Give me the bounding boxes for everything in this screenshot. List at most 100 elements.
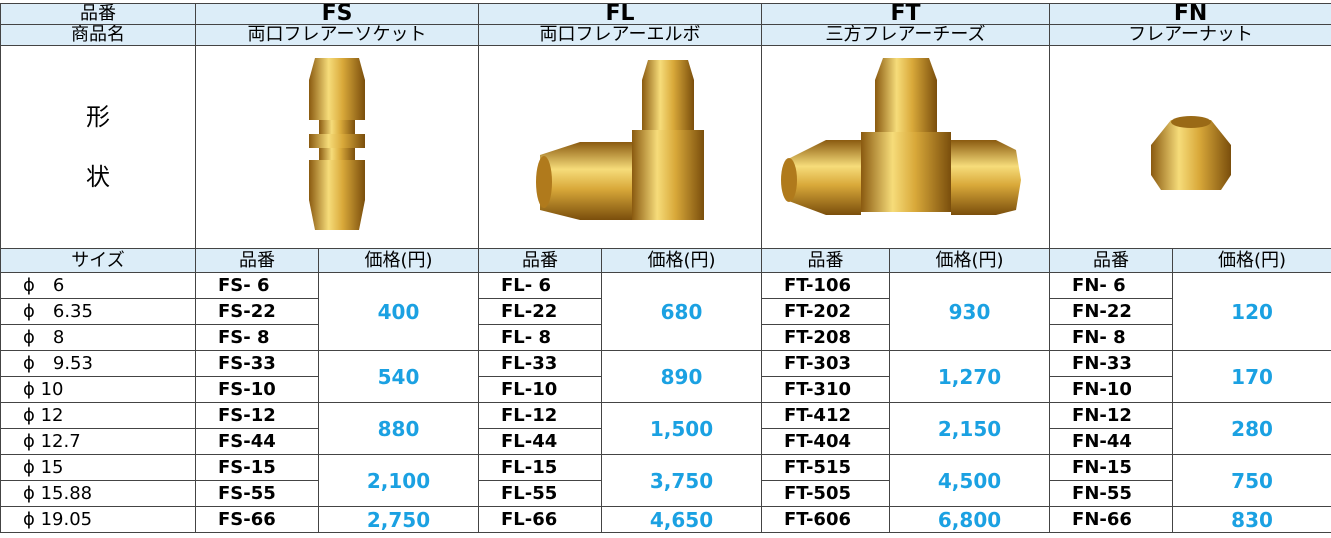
- part-number: FL- 8: [478, 324, 602, 351]
- part-number: FL-55: [478, 480, 602, 507]
- product-code: FS: [195, 3, 479, 25]
- price: 750: [1172, 454, 1331, 507]
- name-label: 商品名: [0, 24, 196, 46]
- part-number: FN-12: [1049, 402, 1174, 429]
- price: 400: [318, 272, 479, 351]
- size-row: ϕ 9.53 FS-33 540 FL-33 890 FT-303 1,270 FN-33 17…: [0, 350, 1331, 403]
- price: 4,650: [600, 506, 763, 533]
- part-number: FS-55: [195, 480, 319, 507]
- part-number: FT-106: [761, 272, 891, 299]
- part-number: FS-10: [195, 376, 319, 403]
- size: ϕ 15: [0, 454, 196, 481]
- page: 品番 FS FL FT FN 商品名 両口フレアーソケット 両口フレアーエルボ …: [0, 3, 1331, 538]
- price: 120: [1172, 272, 1331, 351]
- part-number: FL-15: [478, 454, 602, 481]
- part-number: FT-404: [761, 428, 891, 455]
- part-number: FL-12: [478, 402, 602, 429]
- size-row: ϕ 12 FS-12 880 FL-12 1,500 FT-412 2,150 FN-12 28…: [0, 402, 1331, 455]
- shape-char: 形: [86, 103, 110, 131]
- product-name: 両口フレアーエルボ: [477, 24, 763, 46]
- price: 1,500: [600, 402, 763, 455]
- part-number: FT-412: [761, 402, 891, 429]
- size: ϕ 10: [0, 376, 196, 403]
- part-number: FN-10: [1049, 376, 1174, 403]
- size: ϕ 12: [0, 402, 196, 429]
- part-number: FT-208: [761, 324, 891, 351]
- image-cell: [477, 45, 763, 249]
- size-row: ϕ 8 FS- 8 FL- 8 FT-208 FN- 8: [0, 324, 1331, 351]
- part-number: FL-33: [478, 350, 602, 377]
- price: 2,100: [318, 454, 479, 507]
- image-cell: [761, 45, 1051, 249]
- size: ϕ 9.53: [0, 350, 196, 377]
- product-code: FT: [761, 3, 1051, 25]
- part-number: FT-303: [761, 350, 891, 377]
- code-label: 品番: [0, 3, 196, 25]
- part-number: FS- 6: [195, 272, 319, 299]
- socket-image: [309, 57, 365, 230]
- part-number: FN-15: [1049, 454, 1174, 481]
- size-row: ϕ 6.35 FS-22 FL-22 FT-202 FN-22: [0, 298, 1331, 325]
- price: 2,150: [889, 402, 1051, 455]
- part-number: FN- 8: [1049, 324, 1174, 351]
- size: ϕ 12.7: [0, 428, 196, 455]
- part-number: FT-202: [761, 298, 891, 325]
- size: ϕ 6: [0, 272, 196, 299]
- price: 6,800: [889, 506, 1051, 533]
- part-number: FT-310: [761, 376, 891, 403]
- price-header: 価格(円): [600, 248, 763, 273]
- part-number: FN-44: [1049, 428, 1174, 455]
- part-number: FS-33: [195, 350, 319, 377]
- size-row: ϕ 15.88 FS-55 FL-55 FT-505 FN-55: [0, 480, 1331, 507]
- part-header: 品番: [478, 248, 602, 273]
- size-row: ϕ 19.05 FS-66 2,750 FL-66 4,650 FT-606 6,800 FN…: [0, 506, 1331, 533]
- part-number: FS-66: [195, 506, 319, 533]
- price: 1,270: [889, 350, 1051, 403]
- part-number: FN-55: [1049, 480, 1174, 507]
- column-header-row: サイズ 品番 価格(円) 品番 価格(円) 品番 価格(円) 品番 価格(円): [0, 248, 1331, 273]
- image-cell: [1049, 45, 1331, 249]
- size: ϕ 6.35: [0, 298, 196, 325]
- part-number: FN-66: [1049, 506, 1174, 533]
- part-number: FS- 8: [195, 324, 319, 351]
- elbow-image: [536, 59, 704, 220]
- part-header: 品番: [761, 248, 891, 273]
- part-number: FN- 6: [1049, 272, 1174, 299]
- price: 890: [600, 350, 763, 403]
- part-number: FS-12: [195, 402, 319, 429]
- price: 170: [1172, 350, 1331, 403]
- shape-label: 形状: [0, 45, 196, 249]
- product-name: 三方フレアーチーズ: [761, 24, 1051, 46]
- price: 540: [318, 350, 479, 403]
- size-header: サイズ: [0, 248, 196, 273]
- price: 3,750: [600, 454, 763, 507]
- shape-char: 状: [86, 163, 110, 191]
- part-number: FS-44: [195, 428, 319, 455]
- product-name: フレアーナット: [1049, 24, 1331, 46]
- price-header: 価格(円): [1172, 248, 1331, 273]
- size-row: ϕ 6 FS- 6 400 FL- 6 680 FT-106 930 FN- 6 120: [0, 272, 1331, 351]
- price: 830: [1172, 506, 1331, 533]
- part-number: FS-15: [195, 454, 319, 481]
- price-header: 価格(円): [889, 248, 1051, 273]
- part-number: FL-22: [478, 298, 602, 325]
- part-number: FS-22: [195, 298, 319, 325]
- product-code: FN: [1049, 3, 1331, 25]
- image-cell: [195, 45, 479, 249]
- part-header: 品番: [195, 248, 319, 273]
- price: 880: [318, 402, 479, 455]
- size: ϕ 15.88: [0, 480, 196, 507]
- size-row: ϕ 15 FS-15 2,100 FL-15 3,750 FT-515 4,500 FN-15…: [0, 454, 1331, 507]
- price: 930: [889, 272, 1051, 351]
- nut-image: [1150, 115, 1231, 190]
- part-number: FL-44: [478, 428, 602, 455]
- part-number: FL- 6: [478, 272, 602, 299]
- part-header: 品番: [1049, 248, 1174, 273]
- product-name: 両口フレアーソケット: [195, 24, 479, 46]
- part-number: FL-10: [478, 376, 602, 403]
- price: 680: [600, 272, 763, 351]
- part-number: FL-66: [478, 506, 602, 533]
- part-number: FN-22: [1049, 298, 1174, 325]
- part-number: FT-515: [761, 454, 891, 481]
- size-row: ϕ 12.7 FS-44 FL-44 FT-404 FN-44: [0, 428, 1331, 455]
